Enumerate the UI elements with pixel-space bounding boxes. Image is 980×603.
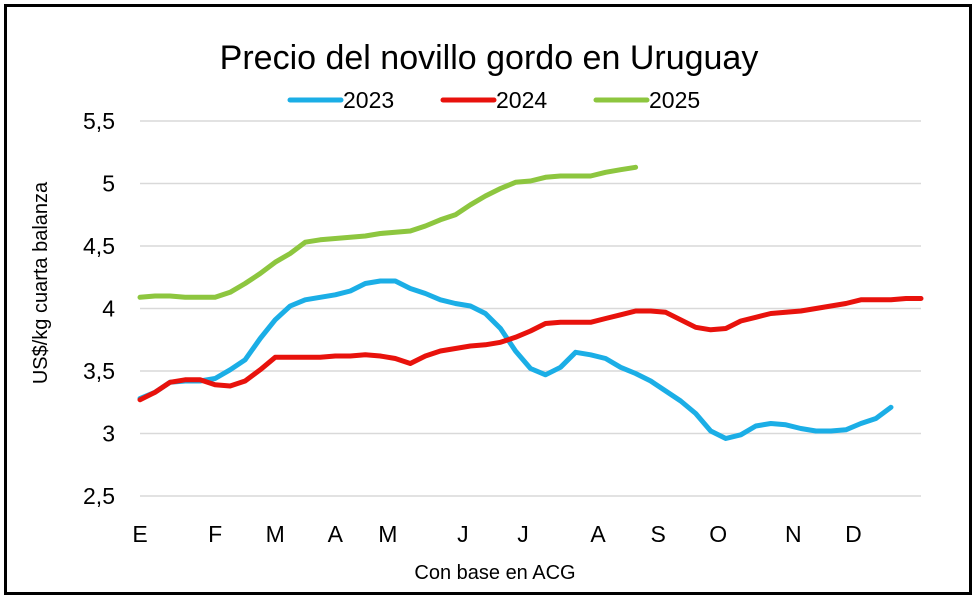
legend: 2023 2024 2025 [287, 87, 700, 113]
y-tick-label-5: 5 [102, 171, 115, 197]
y-axis-label: US$/kg cuarta balanza [30, 181, 52, 384]
legend-label-2023: 2023 [343, 87, 394, 113]
y-tick-label-3: 4 [102, 296, 115, 322]
y-tick-label-6: 5,5 [83, 108, 115, 134]
x-tick-label-6: J [517, 521, 529, 547]
x-tick-label-8: S [650, 521, 665, 547]
series-layer [137, 164, 924, 441]
chart-svg: Precio del novillo gordo en Uruguay 2023… [30, 39, 924, 584]
x-tick-label-3: A [328, 521, 344, 547]
y-tick-label-4: 4,5 [83, 233, 115, 259]
x-axis-label: Con base en ACG [414, 562, 575, 584]
y-tick-label-1: 3 [102, 421, 115, 447]
x-tick-label-2: M [266, 521, 285, 547]
x-tick-label-9: O [709, 521, 727, 547]
x-tick-label-7: A [590, 521, 606, 547]
x-tick-label-10: N [785, 521, 802, 547]
legend-entry-2023: 2023 [287, 87, 394, 113]
legend-label-2024: 2024 [496, 87, 547, 113]
y-axis-ticks: 2,5 3 3,5 4 4,5 5 5,5 [83, 108, 115, 509]
x-tick-label-4: M [378, 521, 397, 547]
series-line-2025 [137, 164, 639, 300]
x-tick-label-0: E [132, 521, 147, 547]
y-tick-label-2: 3,5 [83, 358, 115, 384]
legend-entry-2025: 2025 [593, 87, 700, 113]
series-line-2024 [137, 296, 924, 403]
legend-entry-2024: 2024 [440, 87, 547, 113]
x-tick-label-5: J [457, 521, 469, 547]
x-tick-label-1: F [208, 521, 222, 547]
chart-title: Precio del novillo gordo en Uruguay [220, 39, 759, 77]
series-line-2023 [137, 278, 894, 441]
legend-label-2025: 2025 [649, 87, 700, 113]
x-tick-label-11: D [845, 521, 862, 547]
chart-frame: Precio del novillo gordo en Uruguay 2023… [4, 4, 972, 595]
y-tick-label-0: 2,5 [83, 483, 115, 509]
